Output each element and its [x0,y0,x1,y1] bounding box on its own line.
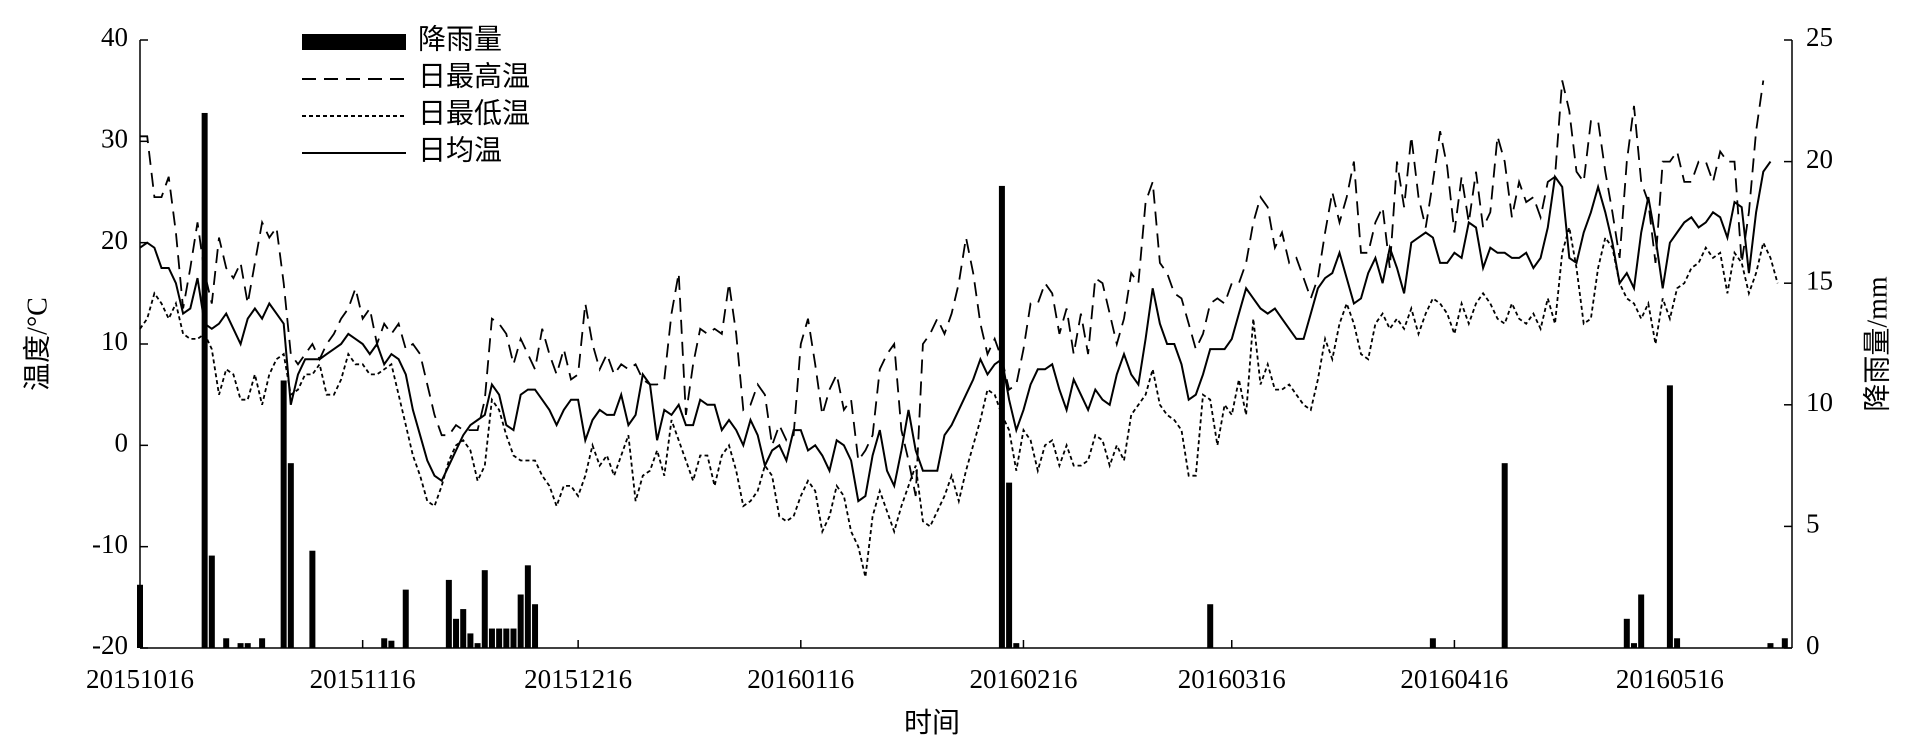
right-y-tick-label: 20 [1806,144,1833,174]
rainfall-bar [1638,594,1645,648]
rainfall-bar [1630,643,1637,648]
series-line-2 [139,227,1779,578]
rainfall-bar [402,589,409,648]
legend-label: 日均温 [418,134,502,166]
rainfall-bar [223,638,230,648]
x-tick-label: 20151116 [310,664,416,694]
right-y-tick-label: 25 [1806,22,1833,52]
x-axis-title: 时间 [904,707,960,739]
rainfall-bar [1674,638,1681,648]
x-tick-label: 20151216 [524,664,632,694]
series-line-1 [140,80,1765,497]
rainfall-bar [259,638,266,648]
x-tick-label: 20160316 [1178,664,1286,694]
left-y-tick-label: -20 [92,630,128,660]
legend-label: 降雨量 [418,23,502,55]
rainfall-bar [388,640,395,648]
rainfall-bar [474,643,481,648]
rainfall-bar [208,555,215,648]
x-ticks: 20151016 20151116 20151216 20160116 20160216… [86,640,1724,694]
x-tick-label: 20160416 [1400,664,1508,694]
rainfall-bars [137,112,1788,649]
left-y-tick-label: 0 [115,428,129,458]
x-tick-label: 20160216 [969,664,1077,694]
rainfall-bar [137,584,143,648]
legend-swatch-bar [302,34,406,50]
left-y-tick-label: 40 [101,22,128,52]
rainfall-bar [201,112,208,648]
right-y-ticks: 0 5 10 15 20 25 [1784,22,1833,660]
axes-group [139,40,1793,649]
rainfall-bar [488,628,495,648]
x-tick-label: 20160516 [1616,664,1724,694]
temperature-lines [139,80,1779,578]
rainfall-bar [280,380,287,648]
right-y-tick-label: 5 [1806,509,1820,539]
rainfall-bar [1013,643,1020,648]
rainfall-bar [1501,463,1508,648]
rainfall-bar [467,633,474,648]
right-y-tick-label: 15 [1806,265,1833,295]
rainfall-bar [1623,618,1630,648]
y2-axis-title: 降雨量/mm [1861,276,1893,412]
left-y-tick-label: 10 [101,326,128,356]
rainfall-bar [445,579,452,648]
legend-label: 日最低温 [418,97,530,129]
rainfall-bar [1666,385,1673,648]
rainfall-bar [453,618,460,648]
rainfall-bar [1767,643,1774,648]
right-y-tick-label: 10 [1806,387,1833,417]
rainfall-bar [381,638,388,648]
rainfall-bar [1429,638,1436,648]
rainfall-bar [287,463,294,648]
y-axis-title: 温度/°C [21,297,53,391]
left-y-tick-label: -10 [92,529,128,559]
rainfall-bar [460,609,467,648]
rainfall-bar [496,628,503,648]
rainfall-bar [309,550,316,648]
rainfall-bar [481,570,488,648]
series-line-3 [139,161,1772,503]
x-tick-label: 20151016 [86,664,194,694]
rainfall-bar [1207,604,1214,648]
x-tick-label: 20160116 [747,664,854,694]
left-y-ticks: -20 -10 0 10 20 30 40 [92,22,148,660]
rainfall-bar [1781,638,1788,648]
rainfall-bar [1006,482,1013,648]
rainfall-bar [524,565,531,648]
rainfall-bar [237,643,244,648]
legend-label: 日最高温 [418,60,530,92]
left-y-tick-label: 20 [101,225,128,255]
left-y-tick-label: 30 [101,124,128,154]
right-y-tick-label: 0 [1806,630,1820,660]
rainfall-bar [244,643,251,648]
rainfall-bar [517,594,524,648]
rainfall-bar [503,628,510,648]
rainfall-bar [510,628,517,648]
rainfall-bar [532,604,539,648]
